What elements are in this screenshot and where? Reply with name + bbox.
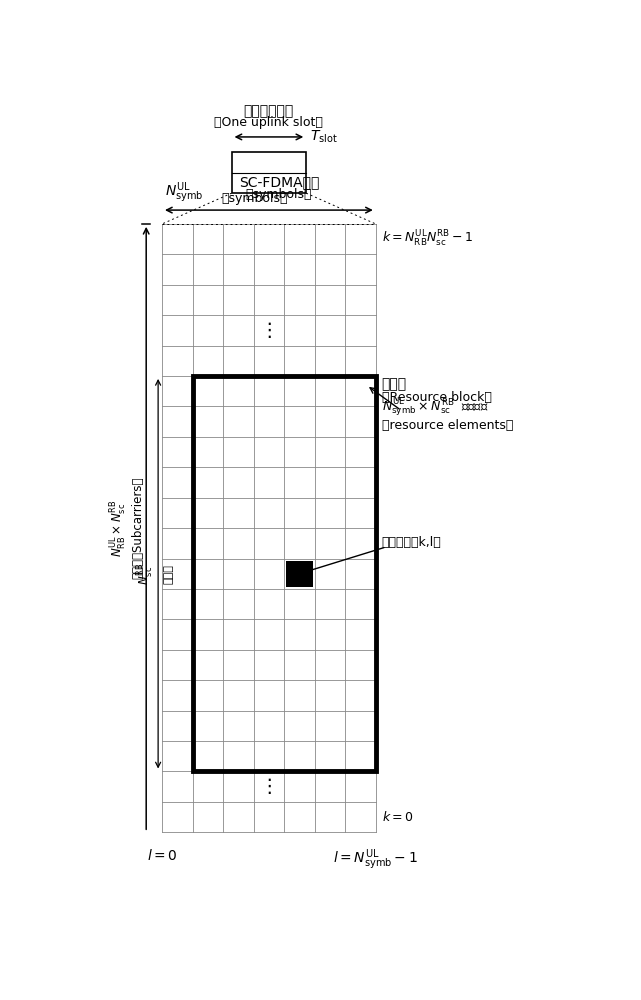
Text: （One uplink slot）: （One uplink slot） (215, 116, 323, 129)
Text: ⋮: ⋮ (259, 777, 279, 796)
Text: 资源块: 资源块 (381, 377, 407, 391)
Text: $N_{\rm RB}^{\rm UL} \times N_{\rm sc}^{\rm RB}$: $N_{\rm RB}^{\rm UL} \times N_{\rm sc}^{… (109, 499, 129, 557)
Text: $l = N_{\rm symb}^{\rm UL} - 1$: $l = N_{\rm symb}^{\rm UL} - 1$ (333, 848, 418, 872)
Text: （Resource block）: （Resource block） (381, 391, 492, 404)
Text: SC-FDMA符号: SC-FDMA符号 (238, 175, 319, 189)
Text: $l = 0$: $l = 0$ (147, 848, 178, 863)
Text: （symbols）: （symbols） (222, 192, 288, 205)
Bar (231, 152, 306, 193)
Text: $N_{\rm symb}^{\rm UL} \times N_{\rm sc}^{\rm RB}$  资源元素: $N_{\rm symb}^{\rm UL} \times N_{\rm sc}… (381, 397, 488, 419)
Text: （symbols）: （symbols） (246, 188, 312, 201)
Text: $k = 0$: $k = 0$ (381, 810, 413, 824)
Text: $T_{\rm slot}$: $T_{\rm slot}$ (310, 129, 338, 145)
Text: $k = N_{\rm RB}^{\rm UL} N_{\rm sc}^{\rm RB} - 1$: $k = N_{\rm RB}^{\rm UL} N_{\rm sc}^{\rm… (381, 229, 473, 249)
Text: 子载波（Subcarriers）: 子载波（Subcarriers） (132, 477, 145, 579)
Bar (192, 376, 376, 771)
Text: 子载波: 子载波 (163, 564, 173, 584)
Text: $N_{\rm sc}^{\rm RB}$: $N_{\rm sc}^{\rm RB}$ (136, 563, 156, 585)
Text: 一个上行时隙: 一个上行时隙 (244, 104, 294, 118)
Text: 资源元素（k,l）: 资源元素（k,l） (381, 536, 442, 549)
Text: $N_{\rm symb}^{\rm UL}$: $N_{\rm symb}^{\rm UL}$ (165, 180, 203, 205)
Text: （resource elements）: （resource elements） (381, 419, 513, 432)
Text: ⋮: ⋮ (259, 321, 279, 340)
Bar (286, 561, 313, 587)
